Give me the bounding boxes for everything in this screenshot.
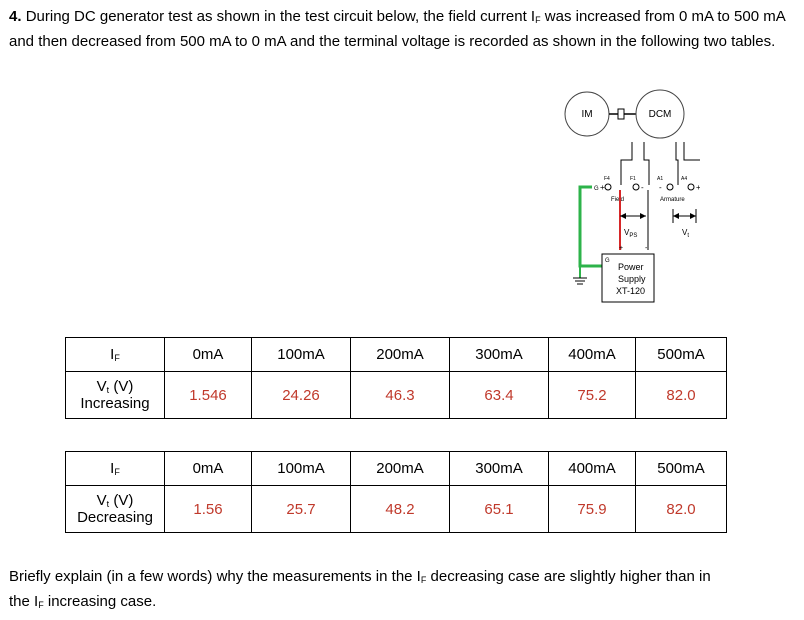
power-supply-box (601, 253, 655, 303)
psu-line1: Power (618, 262, 644, 272)
voltage-cell: 63.4 (449, 371, 549, 419)
voltage-cell: 75.9 (548, 485, 636, 533)
current-cell: 500mA (635, 451, 727, 486)
svg-text:-: - (645, 245, 648, 252)
svg-text:+: + (600, 183, 605, 192)
voltage-cell: 46.3 (350, 371, 450, 419)
current-cell: 400mA (548, 337, 636, 372)
armature-label: Armature (660, 197, 685, 203)
voltage-cell: 1.546 (164, 371, 252, 419)
followup-question: Briefly explain (in a few words) why the… (9, 568, 711, 610)
question-number: 4. (9, 8, 22, 25)
voltage-cell: 75.2 (548, 371, 636, 419)
current-cell: 0mA (164, 337, 252, 372)
decreasing-table: IF 0mA 100mA 200mA 300mA 400mA 500mA Vt … (65, 451, 727, 533)
svg-text:+: + (696, 183, 700, 192)
f1-label: F1 (630, 176, 636, 182)
voltage-cell: 82.0 (635, 485, 727, 533)
decreasing-voltage-row: Vt (V) Decreasing 1.56 25.7 48.2 65.1 75.… (65, 485, 727, 533)
psu-g-label: G (605, 258, 610, 264)
voltage-cell: 24.26 (251, 371, 351, 419)
current-cell: 500mA (635, 337, 727, 372)
voltage-cell: 65.1 (449, 485, 549, 533)
voltage-cell: 82.0 (635, 371, 727, 419)
decreasing-header-row: IF 0mA 100mA 200mA 300mA 400mA 500mA (65, 451, 727, 486)
current-cell: 200mA (350, 451, 450, 486)
increasing-table: IF 0mA 100mA 200mA 300mA 400mA 500mA Vt … (65, 337, 727, 419)
svg-text:-: - (641, 183, 644, 192)
dcm-label: DCM (649, 109, 672, 120)
question-text: 4. During DC generator test as shown in … (9, 6, 799, 52)
coupling-symbol (617, 108, 625, 120)
svg-text:-: - (659, 183, 662, 192)
g-terminal-label: G (594, 186, 599, 192)
current-cell: 300mA (449, 451, 549, 486)
voltage-cell: 48.2 (350, 485, 450, 533)
vt-decreasing-label: Vt (V) Decreasing (65, 485, 165, 533)
test-circuit-diagram: IM DCM F4 F1 A1 A4 G + - - + Field Armat… (564, 89, 700, 303)
vt-label: Vt (682, 228, 689, 239)
increasing-voltage-row: Vt (V) Increasing 1.546 24.26 46.3 63.4 7… (65, 371, 727, 419)
if-header-cell: IF (65, 451, 165, 486)
a1-label: A1 (657, 176, 663, 182)
dc-machine-symbol (635, 89, 685, 139)
f4-label: F4 (604, 176, 610, 182)
if-header-cell: IF (65, 337, 165, 372)
vps-label: VPS (624, 228, 637, 239)
im-label: IM (581, 109, 592, 120)
question-body-2: was increased from 0 mA to 500 mA and th… (9, 8, 785, 50)
increasing-header-row: IF 0mA 100mA 200mA 300mA 400mA 500mA (65, 337, 727, 372)
vt-increasing-label: Vt (V) Increasing (65, 371, 165, 419)
psu-line3: XT-120 (616, 286, 645, 296)
voltage-cell: 25.7 (251, 485, 351, 533)
current-cell: 100mA (251, 451, 351, 486)
a4-label: A4 (681, 176, 687, 182)
svg-text:+: + (619, 245, 623, 252)
current-cell: 0mA (164, 451, 252, 486)
current-cell: 400mA (548, 451, 636, 486)
current-cell: 300mA (449, 337, 549, 372)
question-body: During DC generator test as shown in the… (25, 8, 536, 25)
psu-line2: Supply (618, 274, 646, 284)
field-current-subscript: F (535, 15, 541, 25)
field-label: Field (611, 197, 624, 203)
voltage-cell: 1.56 (164, 485, 252, 533)
current-cell: 200mA (350, 337, 450, 372)
current-cell: 100mA (251, 337, 351, 372)
